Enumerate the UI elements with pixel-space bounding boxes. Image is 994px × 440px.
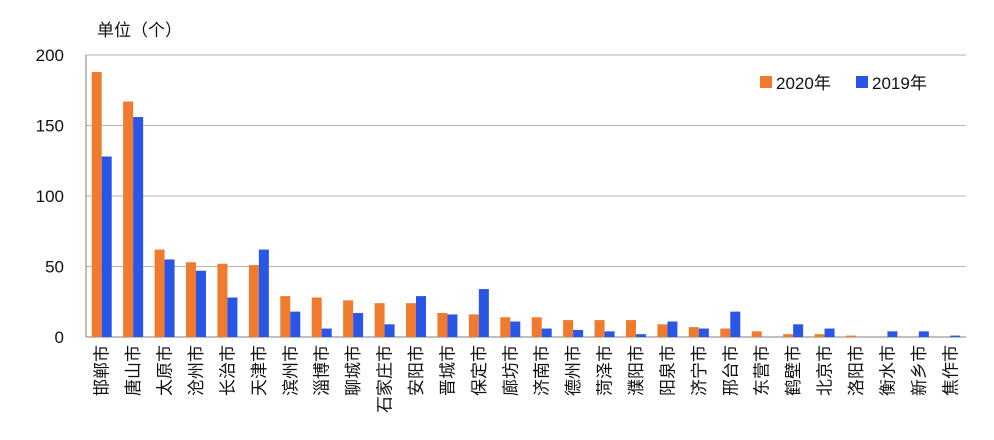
bar-2019 xyxy=(196,270,206,337)
bar-2020 xyxy=(594,320,605,337)
bar-2019 xyxy=(573,329,584,337)
y-axis-ticks: 0 50 100 150 200 xyxy=(36,46,64,347)
y-tick-label: 150 xyxy=(36,117,64,136)
bar-2020 xyxy=(217,263,228,337)
bar-2020 xyxy=(657,324,668,337)
x-tick-label: 沧州市 xyxy=(187,345,207,396)
x-tick-label: 廊坊市 xyxy=(501,345,521,396)
bar-2020 xyxy=(531,317,542,337)
x-tick-label: 晋城市 xyxy=(438,345,458,396)
bar-2020 xyxy=(563,320,574,337)
bar-2020 xyxy=(280,296,291,337)
y-tick-label: 50 xyxy=(45,258,64,277)
bar-2019 xyxy=(918,331,929,337)
x-tick-label: 邯郸市 xyxy=(93,345,113,396)
bar-2019 xyxy=(950,335,961,337)
bar-2019 xyxy=(604,331,615,337)
legend: 2020年 2019年 xyxy=(760,74,927,93)
x-tick-label: 聊城市 xyxy=(344,345,364,396)
bar-2019 xyxy=(478,289,489,337)
bar-2020 xyxy=(154,249,165,337)
bar-2020 xyxy=(374,303,385,337)
x-tick-label: 保定市 xyxy=(470,345,490,396)
bar-2020 xyxy=(186,262,196,337)
bars xyxy=(91,71,961,338)
bar-2019 xyxy=(290,311,301,337)
bar-2019 xyxy=(887,331,898,337)
bar-2020 xyxy=(814,334,825,337)
x-tick-label: 淄博市 xyxy=(313,345,333,396)
bar-2019 xyxy=(447,314,458,337)
bar-2020 xyxy=(720,328,731,337)
x-tick-label: 唐山市 xyxy=(123,345,144,396)
x-tick-label: 北京市 xyxy=(816,345,836,396)
x-tick-label: 菏泽市 xyxy=(596,345,616,396)
x-tick-label: 洛阳市 xyxy=(847,345,867,396)
bar-2020 xyxy=(626,320,636,337)
bar-2019 xyxy=(793,324,804,337)
x-tick-label: 东营市 xyxy=(753,345,773,396)
bar-2019 xyxy=(667,321,678,337)
bar-2019 xyxy=(416,296,426,337)
bar-2020 xyxy=(343,300,354,337)
bar-2019 xyxy=(227,297,238,337)
x-tick-label: 石家庄市 xyxy=(376,345,396,413)
x-tick-label: 德州市 xyxy=(564,345,584,396)
x-tick-label: 焦作市 xyxy=(941,345,961,396)
x-tick-label: 阳泉市 xyxy=(658,345,678,396)
bar-2019 xyxy=(164,259,175,337)
bar-2019 xyxy=(698,328,709,337)
bar-2019 xyxy=(510,321,521,337)
bar-2020 xyxy=(688,327,699,337)
y-tick-label: 200 xyxy=(36,46,64,65)
bar-2019 xyxy=(541,328,552,337)
bar-2019 xyxy=(636,334,646,337)
x-tick-label: 濮阳市 xyxy=(627,345,647,396)
unit-label: 单位（个） xyxy=(97,21,182,41)
bar-2020 xyxy=(846,335,856,337)
bar-2019 xyxy=(101,156,112,337)
bar-2019 xyxy=(824,328,835,337)
bar-2020 xyxy=(123,101,134,337)
x-tick-label: 太原市 xyxy=(156,345,176,396)
x-tick-label: 邢台市 xyxy=(721,345,741,396)
bar-2019 xyxy=(321,328,332,337)
legend-swatch xyxy=(760,76,772,88)
bar-2020 xyxy=(91,71,102,338)
bar-2019 xyxy=(384,324,395,337)
x-tick-label: 安阳市 xyxy=(407,345,427,396)
bar-2020 xyxy=(248,265,259,337)
x-tick-label: 长治市 xyxy=(218,345,238,396)
bar-2020 xyxy=(783,334,794,337)
bar-2020 xyxy=(437,313,448,337)
bar-2020 xyxy=(311,297,322,337)
legend-swatch xyxy=(856,76,868,88)
bar-2020 xyxy=(500,317,511,337)
x-tick-label: 新乡市 xyxy=(910,345,930,396)
y-tick-label: 100 xyxy=(36,187,64,206)
bar-2020 xyxy=(468,314,479,337)
bar-2020 xyxy=(751,331,762,337)
bar-2019 xyxy=(133,117,144,337)
x-axis-labels: 邯郸市 唐山市 太原市 沧州市 长治市 天津市 滨州市 淄博市 聊城市 石家庄市 安阳市 晋城市 保定市… xyxy=(93,345,962,413)
legend-label: 2019年 xyxy=(872,74,927,93)
y-tick-label: 0 xyxy=(55,328,64,347)
x-tick-label: 济南市 xyxy=(533,345,553,396)
bar-2019 xyxy=(258,249,269,337)
legend-label: 2020年 xyxy=(776,74,831,93)
bar-2019 xyxy=(730,311,741,337)
x-tick-label: 天津市 xyxy=(250,345,270,396)
x-tick-label: 鹤壁市 xyxy=(784,345,804,396)
x-tick-label: 济宁市 xyxy=(690,345,710,396)
x-tick-label: 衡水市 xyxy=(878,345,898,396)
bar-2019 xyxy=(353,313,364,337)
bar-2020 xyxy=(406,303,416,337)
x-tick-label: 滨州市 xyxy=(281,345,301,396)
